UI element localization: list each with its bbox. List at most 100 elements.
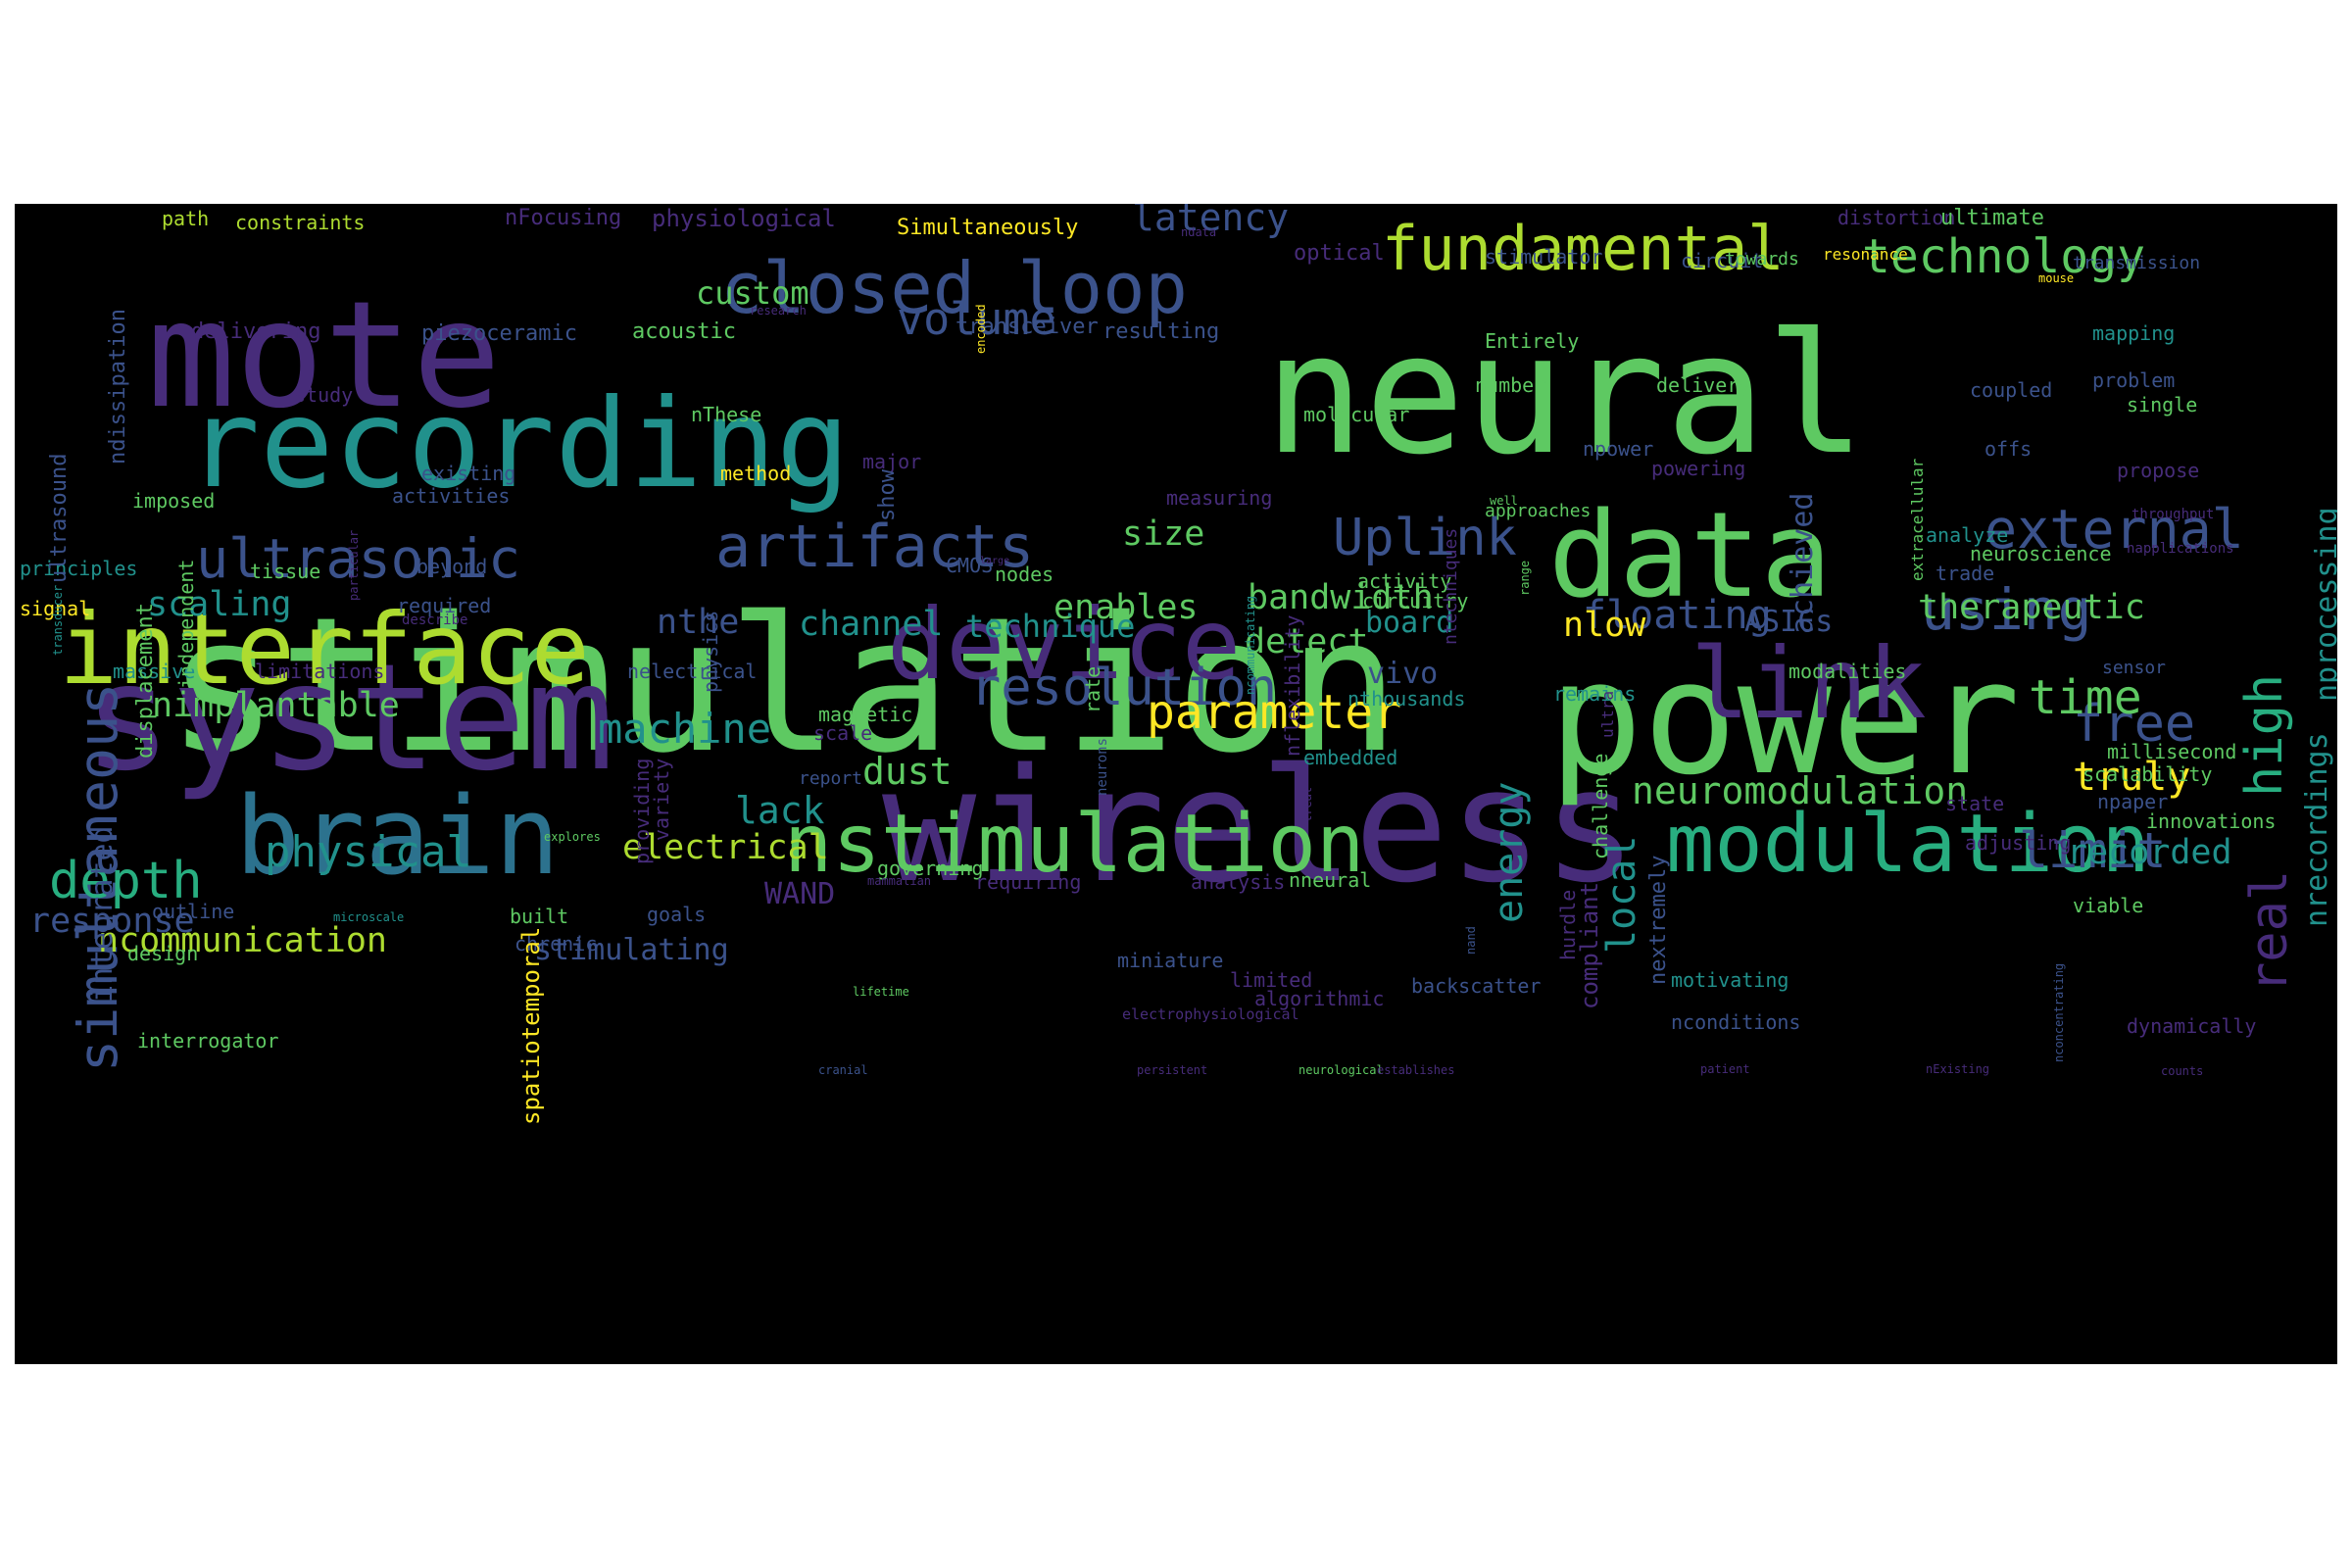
- cloud-word: nFocusing: [505, 206, 622, 230]
- cloud-word: trade: [1936, 562, 1995, 585]
- cloud-word: providing: [630, 758, 654, 864]
- cloud-word: built: [510, 905, 569, 928]
- cloud-word: piezoceramic: [421, 321, 577, 346]
- cloud-word: brain: [235, 773, 561, 899]
- cloud-word: remains: [1553, 682, 1637, 706]
- cloud-word: limit: [2019, 822, 2167, 879]
- cloud-word: therapeutic: [1918, 588, 2145, 627]
- cloud-word: nand: [1464, 925, 1478, 955]
- cloud-word: large: [980, 556, 1010, 566]
- cloud-word: board: [1365, 606, 1454, 640]
- cloud-word: Entirely: [1485, 329, 1580, 353]
- cloud-word: ultra: [1598, 690, 1617, 738]
- cloud-word: massive: [113, 660, 196, 683]
- cloud-word: design: [127, 942, 199, 965]
- cloud-word: interface: [59, 592, 590, 707]
- cloud-word: displacement: [133, 603, 158, 760]
- cloud-word: beyond: [416, 555, 488, 578]
- cloud-word: establishes: [1377, 1063, 1455, 1077]
- cloud-word: nelectrical: [627, 660, 758, 683]
- cloud-word: data: [1548, 488, 1832, 624]
- cloud-word: Simultaneously: [897, 216, 1079, 240]
- cloud-word: measuring: [1166, 486, 1273, 510]
- cloud-word: nflexibility: [1281, 614, 1304, 758]
- cloud-word: ncommunication: [98, 921, 388, 960]
- cloud-word: technology: [1862, 229, 2145, 284]
- cloud-word: transducer: [51, 584, 65, 656]
- cloud-word: treat: [1300, 786, 1314, 822]
- cloud-word: resolution: [970, 659, 1278, 717]
- cloud-word: nlow: [1563, 606, 1646, 645]
- cloud-word: miniature: [1117, 949, 1224, 972]
- cloud-word: compliant: [1576, 881, 1603, 1009]
- cloud-word: CMOS: [946, 554, 994, 577]
- cloud-word: research: [750, 304, 807, 318]
- cloud-word: path: [162, 207, 210, 230]
- cloud-word: scalability: [2082, 762, 2213, 786]
- cloud-word: interrogator: [137, 1029, 279, 1053]
- cloud-word: outline: [152, 900, 235, 923]
- cloud-word: hurdle: [1556, 889, 1580, 960]
- cloud-word: transceiver: [956, 315, 1099, 339]
- cloud-word: counts: [2161, 1064, 2204, 1078]
- cloud-word: nThese: [691, 403, 762, 426]
- cloud-word: nprocessing: [2310, 507, 2337, 702]
- cloud-word: depth: [49, 852, 203, 910]
- cloud-word: propose: [2117, 459, 2200, 482]
- cloud-word: mammalian: [867, 874, 932, 888]
- cloud-word: response: [29, 902, 195, 941]
- cloud-word: closed loop: [720, 247, 1188, 329]
- cloud-word: motivating: [1671, 968, 1789, 992]
- cloud-word: time: [2029, 670, 2142, 725]
- cloud-word: circuitry: [1362, 589, 1469, 612]
- cloud-word: real: [2240, 869, 2299, 993]
- cloud-word: patient: [1700, 1062, 1750, 1076]
- cloud-word: requiring: [975, 870, 1082, 894]
- cloud-word: adjusting: [1965, 831, 2072, 855]
- cloud-word: parameter: [1147, 685, 1402, 740]
- cloud-word: neural: [1264, 298, 1867, 492]
- cloud-word: towards: [1725, 249, 1799, 270]
- cloud-word: physics: [699, 610, 722, 693]
- cloud-word: free: [2073, 695, 2196, 754]
- cloud-word: technique: [965, 608, 1136, 645]
- cloud-word: coupled: [1970, 378, 2053, 402]
- cloud-word: nstimulation: [784, 798, 1365, 891]
- cloud-word: mouse: [2038, 271, 2075, 285]
- cloud-word: rate: [1081, 665, 1104, 713]
- cloud-word: ultrasonic: [196, 527, 521, 590]
- cloud-word: scale: [813, 721, 873, 745]
- cloud-word: truly: [2073, 755, 2191, 800]
- cloud-word: dust: [862, 750, 953, 793]
- cloud-word: resonance: [1823, 245, 1908, 264]
- cloud-word: power: [1548, 626, 2021, 809]
- cloud-word: powering: [1651, 457, 1746, 480]
- cloud-word: WAND: [764, 877, 836, 911]
- cloud-word: device: [887, 587, 1242, 702]
- cloud-word: activity: [1357, 569, 1452, 593]
- cloud-word: throughput: [2132, 507, 2215, 522]
- cloud-word: stimulator: [1485, 245, 1603, 269]
- cloud-word: napplications: [2127, 541, 2234, 557]
- cloud-word: neuroscience: [1970, 542, 2112, 565]
- cloud-word: channel: [799, 605, 944, 644]
- cloud-word: ndissipation: [106, 309, 130, 466]
- cloud-word: study: [294, 383, 354, 407]
- cloud-word: nconditions: [1671, 1010, 1801, 1034]
- cloud-word: nneural: [1289, 868, 1372, 892]
- cloud-word: goals: [647, 903, 707, 926]
- cloud-word: innovations: [2146, 809, 2277, 833]
- cloud-word: circuit: [1681, 249, 1764, 272]
- cloud-word: embedded: [1303, 746, 1398, 769]
- cloud-word: detect: [1245, 622, 1369, 662]
- cloud-word: stimulation: [167, 577, 1400, 794]
- cloud-word: scaling: [147, 585, 292, 624]
- cloud-word: approaches: [1485, 501, 1592, 521]
- cloud-word: Uplink: [1333, 509, 1517, 567]
- cloud-word: tissue: [250, 560, 321, 583]
- cloud-word: particular: [347, 529, 361, 601]
- cloud-word: distortion: [1838, 206, 1956, 229]
- cloud-word: nextremely: [1646, 855, 1671, 985]
- cloud-word: npower: [1583, 437, 1654, 461]
- cloud-word: delivering: [191, 319, 321, 344]
